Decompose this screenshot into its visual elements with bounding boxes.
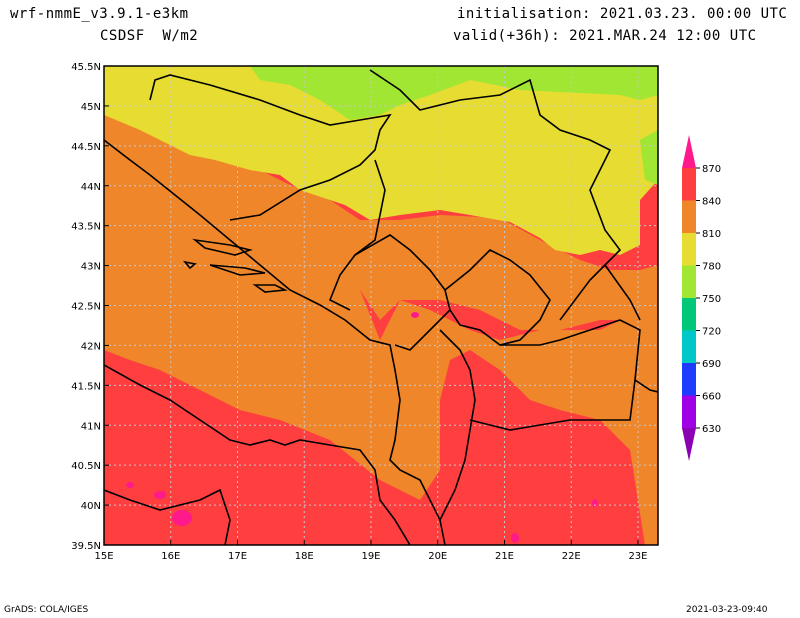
legend-swatch: [682, 298, 696, 331]
coastline-italy: [104, 364, 411, 545]
legend-swatch: [682, 265, 696, 298]
footer-right: 2021-03-23-09:40: [686, 605, 768, 615]
border-bulgaria: [604, 264, 658, 393]
shade-870-plus: [126, 312, 598, 543]
border-macedonia: [469, 319, 641, 431]
legend-swatch: [682, 395, 696, 428]
x-tick-label: 17E: [228, 551, 247, 562]
x-tick-label: 19E: [361, 551, 380, 562]
x-tick-label: 18E: [295, 551, 314, 562]
border-serbia-romania: [369, 69, 622, 321]
legend-swatch: [682, 330, 696, 363]
field-title: CSDSF W/m2: [100, 28, 199, 44]
island-1: [192, 238, 253, 256]
y-tick-label: 43.5N: [71, 222, 101, 233]
y-tick-label: 42.5N: [71, 302, 101, 313]
y-tick-label: 41.5N: [71, 381, 101, 392]
y-tick-label: 44N: [81, 182, 101, 193]
y-tick-label: 40N: [81, 501, 101, 512]
x-tick-label: 20E: [428, 551, 447, 562]
y-axis-ticks: 39.5N 40N 40.5N 41N 41.5N 42N 42.5N 43N 43.5N 44N…: [71, 62, 109, 552]
legend-label: 720: [702, 327, 721, 338]
footer-left: GrADS: COLA/IGES: [4, 605, 89, 615]
legend-label: 750: [702, 294, 721, 305]
y-tick-label: 44.5N: [71, 142, 101, 153]
y-tick-label: 45.5N: [71, 62, 101, 73]
x-tick-label: 22E: [562, 551, 581, 562]
x-tick-label: 23E: [628, 551, 647, 562]
shade-750-780: [250, 66, 658, 120]
x-tick-label: 21E: [495, 551, 514, 562]
borders: [104, 69, 658, 545]
y-tick-label: 41N: [81, 421, 101, 432]
border-kosovo: [444, 249, 551, 346]
border-bosnia-serbia: [328, 159, 386, 311]
legend-arrow-bottom: [682, 428, 696, 461]
legend-swatch: [682, 200, 696, 233]
y-tick-label: 42N: [81, 341, 101, 352]
legend-label: 660: [702, 392, 721, 403]
shade-810-840: [104, 110, 658, 545]
island-4: [182, 260, 197, 270]
shade-750-780-east: [640, 130, 658, 185]
shade-780-810: [104, 66, 658, 255]
island-3: [252, 284, 288, 293]
y-tick-label: 43N: [81, 262, 101, 273]
legend-swatch: [682, 168, 696, 201]
y-tick-label: 40.5N: [71, 461, 101, 472]
legend-label: 630: [702, 424, 721, 435]
coastline-adriatic-east: [104, 139, 446, 545]
legend-arrow-top: [682, 135, 696, 168]
grid-lines: [104, 66, 658, 545]
legend-label: 810: [702, 229, 721, 240]
legend-label: 690: [702, 359, 721, 370]
y-tick-label: 39.5N: [71, 541, 101, 552]
valid-time: valid(+36h): 2021.MAR.24 12:00 UTC: [453, 28, 757, 44]
x-tick-label: 16E: [161, 551, 180, 562]
coastline-italy-south: [104, 488, 231, 545]
x-tick-label: 15E: [94, 551, 113, 562]
legend-label: 780: [702, 262, 721, 273]
legend-label: 840: [702, 197, 721, 208]
x-axis-ticks: 15E 16E 17E 18E 19E 20E 21E 22E 23E: [94, 540, 647, 562]
legend-swatch: [682, 233, 696, 266]
y-tick-label: 45N: [81, 102, 101, 113]
init-time: initialisation: 2021.03.23. 00:00 UTC: [457, 6, 788, 22]
island-2: [209, 264, 266, 276]
border-albania-greece: [439, 329, 476, 521]
color-legend: 870 840 810 780 750 720 690 660 630: [682, 135, 721, 461]
border-croatia-bosnia: [149, 74, 392, 221]
legend-swatch: [682, 363, 696, 396]
legend-label: 870: [702, 164, 721, 175]
model-title: wrf-nmmE_v3.9.1-e3km: [10, 6, 189, 22]
